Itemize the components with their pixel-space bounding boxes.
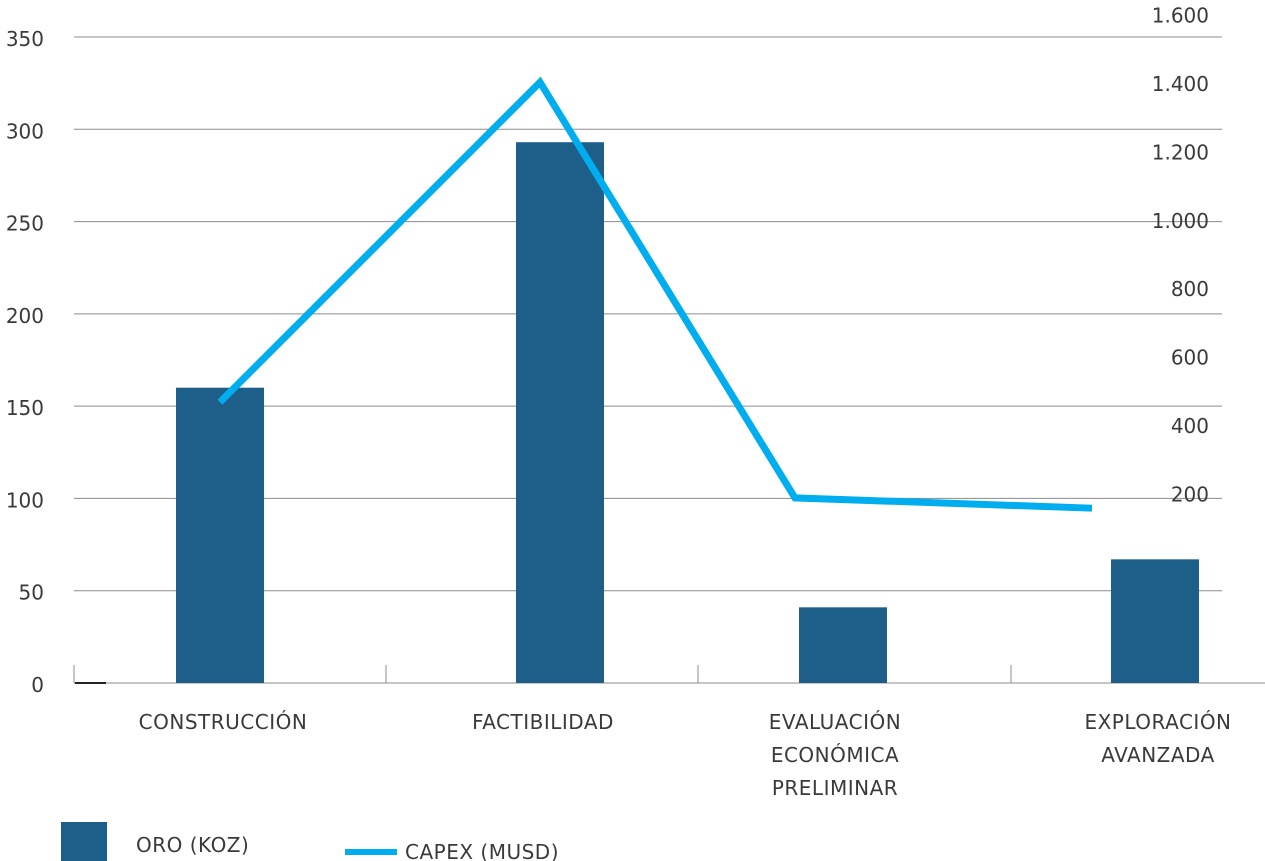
capex-line [217,76,1093,512]
category-label: AVANZADA [1101,743,1215,767]
legend-bar-label: ORO (KOZ) [136,833,249,857]
line-series [217,76,1093,512]
right-axis-ticks: 200 400 600 800 1.000 1.200 1.400 1.600 [1152,4,1209,507]
legend: ORO (KOZ) CAPEX (MUSD) [61,822,559,861]
left-tick-label: 150 [6,396,44,420]
left-tick-label: 350 [6,27,44,51]
right-tick-label: 200 [1171,483,1209,507]
left-tick-label: 0 [31,673,44,697]
legend-line-label: CAPEX (MUSD) [405,840,559,861]
left-axis-ticks: 0 50 100 150 200 250 300 350 [6,27,44,697]
right-tick-label: 1.200 [1152,140,1209,164]
category-label: FACTIBILIDAD [472,710,614,734]
bar [176,387,264,683]
left-tick-label: 250 [6,212,44,236]
right-tick-label: 400 [1171,414,1209,438]
left-tick-label: 200 [6,304,44,328]
left-tick-label: 300 [6,119,44,143]
right-tick-label: 600 [1171,346,1209,370]
category-labels: CONSTRUCCIÓN FACTIBILIDAD EVALUACIÓN ECONÓM… [139,710,1231,800]
category-label: EVALUACIÓN [769,710,901,734]
bar [799,607,887,683]
right-tick-label: 1.600 [1152,4,1209,28]
bar [516,142,604,684]
category-label: CONSTRUCCIÓN [139,710,308,734]
legend-bar-swatch [61,822,107,861]
category-label: PRELIMINAR [772,776,898,800]
category-label: ECONÓMICA [771,743,899,767]
bar [1111,559,1199,683]
right-tick-label: 800 [1171,277,1209,301]
left-tick-label: 100 [6,488,44,512]
left-tick-label: 50 [19,581,44,605]
bar-series [176,142,1199,684]
category-label: EXPLORACIÓN [1084,710,1231,734]
right-tick-label: 1.000 [1152,209,1209,233]
x-axis [73,665,1265,684]
gridlines [74,36,1222,592]
right-tick-label: 1.400 [1152,72,1209,96]
